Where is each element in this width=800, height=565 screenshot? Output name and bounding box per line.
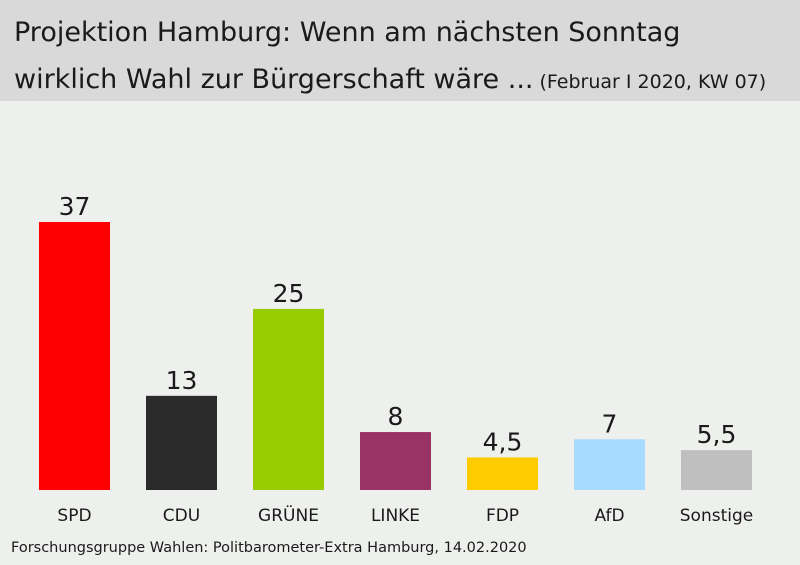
value-label-sonstige: 5,5	[697, 420, 737, 449]
bar-grüne	[253, 308, 324, 490]
value-label-afd: 7	[602, 409, 618, 438]
value-label-fdp: 4,5	[483, 427, 523, 456]
chart-title-line2-text: wirklich Wahl zur Bürgerschaft wäre ...	[14, 64, 534, 95]
bar-chart: 37 SPD 13 CDU 25 GRÜNE 8 LINKE 4,5 FDP 7 AfD 5,5 Sons…	[39, 192, 753, 526]
category-label-linke: LINKE	[371, 506, 420, 526]
category-label-fdp: FDP	[486, 506, 519, 526]
bar-linke	[360, 432, 431, 490]
value-label-grüne: 25	[273, 279, 305, 308]
bar-afd	[574, 439, 645, 490]
header: Projektion Hamburg: Wenn am nächsten Son…	[0, 0, 800, 101]
category-label-grüne: GRÜNE	[258, 504, 319, 526]
source-note: Forschungsgruppe Wahlen: Politbarometer-…	[11, 540, 527, 556]
value-label-cdu: 13	[166, 366, 198, 395]
bar-sonstige	[681, 450, 752, 490]
category-label-sonstige: Sonstige	[680, 506, 753, 526]
chart-title-line1: Projektion Hamburg: Wenn am nächsten Son…	[14, 17, 681, 48]
value-label-linke: 8	[388, 402, 404, 431]
bar-fdp	[467, 457, 538, 490]
category-label-afd: AfD	[594, 506, 624, 526]
category-label-cdu: CDU	[163, 506, 200, 526]
chart-title-line2: wirklich Wahl zur Bürgerschaft wäre ...(…	[14, 64, 766, 95]
category-label-spd: SPD	[57, 506, 91, 526]
chart-subtitle: (Februar I 2020, KW 07)	[539, 71, 767, 93]
bar-cdu	[146, 395, 217, 490]
value-label-spd: 37	[59, 192, 91, 221]
bar-spd	[39, 222, 110, 490]
